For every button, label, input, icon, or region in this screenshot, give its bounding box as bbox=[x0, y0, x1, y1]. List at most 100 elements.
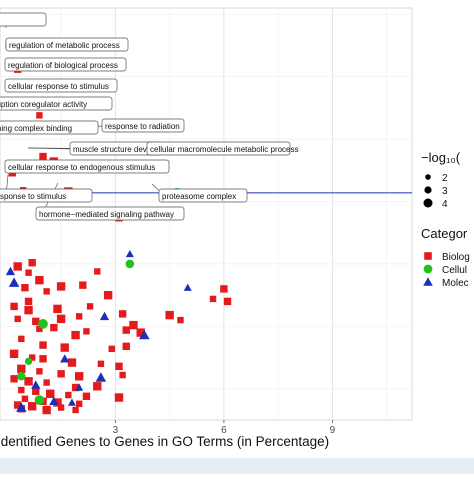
mf-point bbox=[95, 372, 107, 382]
x-tick-label: 9 bbox=[330, 425, 336, 436]
bp-point bbox=[56, 282, 66, 291]
bp-point bbox=[14, 315, 21, 323]
bp-point bbox=[71, 330, 80, 340]
bp-point bbox=[17, 364, 26, 374]
bp-point bbox=[83, 328, 90, 335]
mf-point bbox=[5, 266, 16, 276]
legend: −log₁₀(2 3 4 Categor Biolog Cellul Molec bbox=[421, 150, 470, 289]
cc-point bbox=[24, 357, 33, 366]
bp-point bbox=[79, 281, 87, 289]
bp-point bbox=[122, 326, 130, 334]
annotation-label: regulation of biological process bbox=[8, 61, 118, 70]
bp-point bbox=[43, 288, 50, 295]
mf-point bbox=[139, 329, 150, 340]
bp-point bbox=[39, 355, 47, 363]
bp-point bbox=[25, 269, 32, 276]
bp-point bbox=[13, 262, 22, 271]
bp-point bbox=[56, 314, 66, 324]
bp-point bbox=[177, 316, 184, 324]
bp-point bbox=[39, 152, 47, 161]
cc-point bbox=[38, 319, 48, 329]
bp-point bbox=[21, 283, 29, 292]
category-legend-symbol bbox=[424, 252, 432, 260]
bp-point bbox=[32, 387, 40, 395]
annotation-label: muscle structure develo bbox=[73, 145, 158, 154]
bp-point bbox=[24, 377, 33, 386]
annotation-box bbox=[146, 141, 291, 156]
annotation-box bbox=[35, 206, 185, 221]
mf-point bbox=[8, 277, 20, 287]
annotation-label: regulation of metabolic process bbox=[9, 41, 120, 50]
annotation-box bbox=[0, 120, 99, 135]
bp-point bbox=[136, 328, 145, 337]
size-legend-title: −log₁₀( bbox=[421, 150, 461, 165]
annotation-box bbox=[4, 78, 118, 93]
bp-point bbox=[43, 379, 50, 386]
bp-point bbox=[86, 303, 94, 310]
bp-point bbox=[10, 302, 18, 311]
annotation-labels: e activityregulation of metabolic proces… bbox=[0, 12, 299, 221]
mf-point bbox=[31, 380, 41, 389]
bp-point bbox=[24, 297, 33, 306]
annotation-box bbox=[4, 159, 170, 174]
bp-point bbox=[67, 358, 77, 367]
annotation-label: ntaining complex binding bbox=[0, 124, 72, 133]
annotation-box bbox=[4, 57, 127, 72]
bp-point bbox=[114, 393, 124, 402]
bp-point bbox=[36, 325, 43, 333]
bp-point bbox=[82, 392, 91, 400]
bp-point bbox=[28, 258, 36, 267]
annotation-box bbox=[158, 188, 248, 203]
bp-point bbox=[220, 285, 228, 293]
size-legend-dot bbox=[424, 186, 432, 194]
mf-point bbox=[75, 383, 84, 391]
cc-point bbox=[34, 395, 45, 405]
x-axis-title: Identified Genes to Genes in GO Terms (i… bbox=[0, 434, 329, 449]
bp-point bbox=[165, 310, 174, 320]
annotation-box bbox=[0, 12, 47, 27]
bp-point bbox=[36, 368, 43, 375]
bp-point bbox=[57, 370, 65, 378]
bp-point bbox=[72, 406, 79, 414]
bp-point bbox=[108, 345, 115, 353]
bp-point bbox=[76, 313, 83, 320]
annotation-label: response to radiation bbox=[105, 122, 180, 131]
category-legend-label: Biolog bbox=[442, 252, 470, 263]
bp-point bbox=[32, 317, 40, 326]
bp-point bbox=[24, 305, 33, 315]
annotation-box bbox=[5, 37, 129, 52]
annotation-label: cellular response to endogenous stimulus bbox=[8, 163, 155, 172]
annotation-label: cellular response to stimulus bbox=[8, 82, 109, 91]
size-legend-label: 2 bbox=[442, 173, 448, 184]
bp-point bbox=[209, 295, 217, 303]
bp-point bbox=[9, 349, 19, 359]
bp-point bbox=[60, 343, 69, 352]
category-legend-symbol bbox=[423, 264, 433, 274]
bp-point bbox=[46, 389, 55, 398]
annotation-label: proteasome complex bbox=[162, 192, 236, 201]
bp-point bbox=[21, 395, 29, 402]
bp-point bbox=[10, 375, 18, 383]
gridlines bbox=[0, 8, 412, 420]
annotation-label: nscription coregulator activity bbox=[0, 100, 87, 109]
bp-point bbox=[115, 362, 123, 371]
x-tick-label: 6 bbox=[221, 425, 227, 436]
bp-point bbox=[42, 405, 51, 415]
bp-point bbox=[103, 290, 113, 300]
mf-point bbox=[125, 249, 134, 258]
annotation-box bbox=[0, 188, 93, 203]
mf-point bbox=[16, 402, 27, 412]
bp-point bbox=[97, 360, 105, 368]
bp-point bbox=[129, 320, 138, 330]
bp-point bbox=[53, 398, 62, 407]
mf-point bbox=[99, 311, 110, 321]
mf-point bbox=[60, 354, 70, 363]
bp-point bbox=[39, 341, 47, 349]
mf-point bbox=[183, 283, 192, 291]
annotation-box bbox=[101, 118, 185, 133]
bp-point bbox=[53, 304, 62, 314]
mf-point bbox=[67, 398, 76, 406]
annotation-box bbox=[0, 96, 113, 111]
bp-point bbox=[93, 382, 102, 391]
